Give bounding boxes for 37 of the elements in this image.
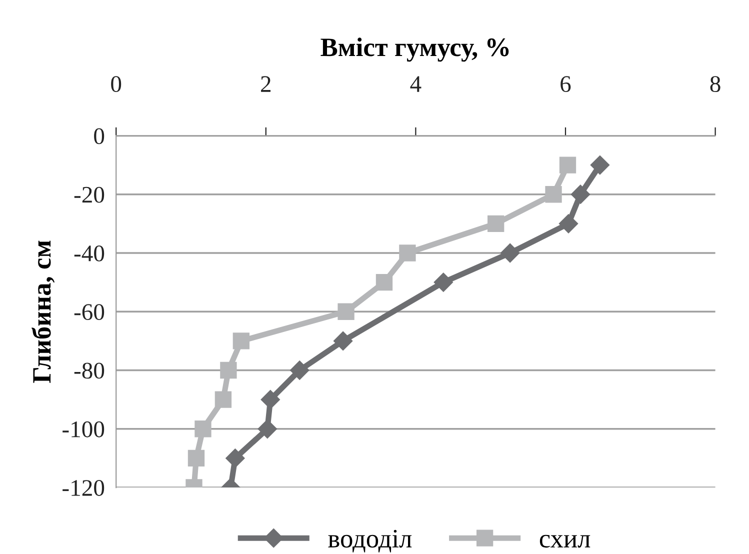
y-tick-label: -20: [74, 186, 104, 203]
point: [488, 215, 504, 232]
y-tick-label: -60: [74, 304, 104, 320]
point: [334, 331, 353, 350]
point: [226, 448, 245, 468]
point: [214, 391, 232, 408]
point: [434, 272, 453, 292]
point: [399, 244, 416, 262]
x-tick-label: 6: [560, 76, 571, 92]
y-tick-label: -120: [62, 480, 104, 496]
point: [194, 420, 212, 438]
x-axis-title: Вміст гумусу, %: [320, 38, 509, 62]
x-tick-label: 2: [261, 76, 270, 92]
y-tick-label: -40: [74, 245, 104, 262]
legend-label: вододіл: [328, 530, 412, 552]
y-tick-label: -100: [62, 421, 104, 438]
point: [558, 214, 578, 234]
y-axis-title: Глибина, см: [32, 240, 55, 383]
point: [545, 186, 562, 203]
point: [188, 450, 205, 467]
y-tick-label: 0: [94, 128, 104, 144]
point: [570, 184, 590, 204]
point: [376, 274, 393, 291]
y-tick-label: -80: [74, 362, 104, 379]
point: [260, 390, 280, 410]
point: [590, 156, 610, 175]
point: [500, 243, 520, 263]
point: [232, 332, 250, 350]
legend-label: схил: [540, 534, 590, 548]
point: [258, 419, 277, 438]
x-tick-label: 8: [710, 76, 720, 92]
x-tick-label: 0: [111, 76, 122, 92]
point: [338, 303, 354, 320]
point: [290, 360, 310, 380]
point: [220, 362, 237, 379]
x-tick-label: 4: [410, 76, 422, 92]
point: [559, 156, 576, 174]
